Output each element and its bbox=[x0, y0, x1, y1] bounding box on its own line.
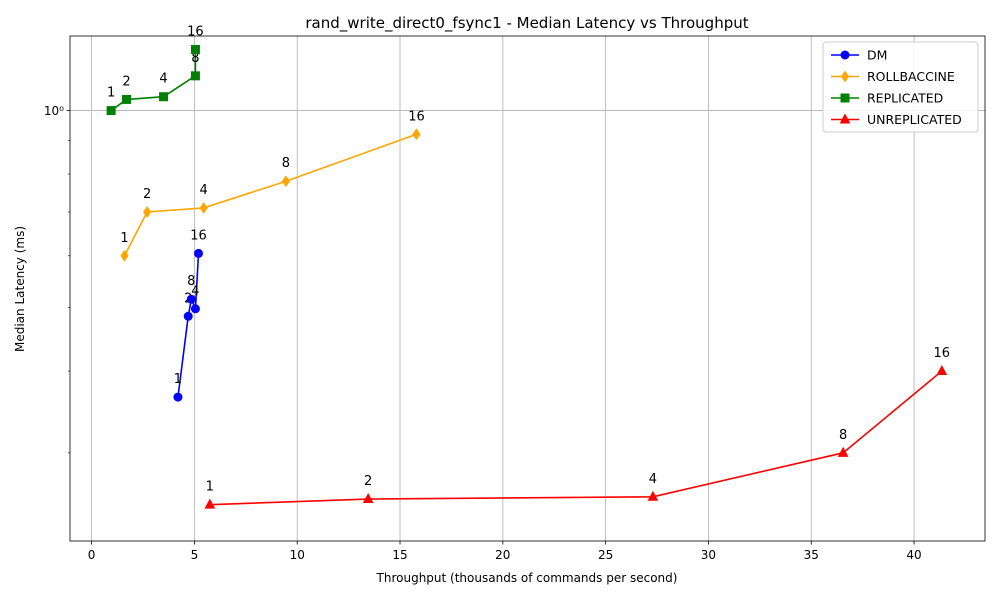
data-point-replicated bbox=[122, 94, 132, 104]
legend-label-unreplicated: UNREPLICATED bbox=[867, 112, 962, 127]
data-point-dm bbox=[183, 311, 193, 321]
data-label-unreplicated: 4 bbox=[649, 472, 657, 487]
data-label-unreplicated: 2 bbox=[364, 474, 372, 489]
x-axis-label: Throughput (thousands of commands per se… bbox=[376, 571, 678, 585]
data-point-unreplicated bbox=[936, 364, 948, 376]
data-label-rollbaccine: 1 bbox=[120, 231, 128, 246]
data-point-replicated bbox=[159, 92, 169, 102]
data-label-replicated: 16 bbox=[187, 24, 204, 39]
data-point-unreplicated bbox=[837, 446, 849, 457]
data-label-unreplicated: 16 bbox=[934, 346, 951, 361]
legend-label-rollbaccine: ROLLBACCINE bbox=[867, 69, 955, 84]
y-axis-label: Median Latency (ms) bbox=[13, 226, 27, 352]
data-point-replicated bbox=[190, 71, 200, 81]
legend: DM ROLLBACCINE REPLICATED UNREPLICATED bbox=[822, 41, 979, 133]
x-tick-label: 5 bbox=[191, 548, 199, 562]
legend-marker-rollbaccine bbox=[840, 70, 850, 83]
data-label-unreplicated: 1 bbox=[206, 480, 214, 495]
data-label-dm: 16 bbox=[190, 228, 207, 243]
x-tick-label: 0 bbox=[88, 548, 96, 562]
data-label-rollbaccine: 8 bbox=[282, 156, 290, 171]
x-tick-label: 20 bbox=[495, 548, 510, 562]
data-label-rollbaccine: 2 bbox=[143, 187, 151, 202]
data-point-unreplicated bbox=[204, 498, 216, 509]
x-tick-label: 30 bbox=[701, 548, 716, 562]
data-label-dm: 1 bbox=[174, 372, 182, 387]
data-point-replicated bbox=[190, 44, 200, 54]
data-label-dm: 4 bbox=[191, 284, 199, 299]
data-point-replicated bbox=[106, 106, 116, 116]
data-point-rollbaccine bbox=[142, 206, 152, 218]
data-label-replicated: 2 bbox=[122, 74, 130, 89]
x-tick-label: 25 bbox=[598, 548, 613, 562]
legend-label-dm: DM bbox=[867, 48, 887, 63]
data-point-dm bbox=[186, 294, 196, 304]
legend-frame bbox=[822, 41, 979, 133]
y-tick-label: 10⁰ bbox=[44, 104, 64, 118]
legend-label-replicated: REPLICATED bbox=[867, 91, 943, 106]
legend-marker-replicated bbox=[840, 93, 850, 103]
data-label-unreplicated: 8 bbox=[839, 428, 847, 443]
legend-marker-unreplicated bbox=[839, 113, 851, 124]
data-point-rollbaccine bbox=[199, 202, 208, 214]
chart-title: rand_write_direct0_fsync1 - Median Laten… bbox=[305, 14, 748, 33]
plot-frame bbox=[69, 35, 986, 542]
x-tick-label: 40 bbox=[906, 548, 921, 562]
data-point-rollbaccine bbox=[281, 175, 291, 188]
data-point-dm bbox=[194, 248, 204, 258]
data-label-replicated: 1 bbox=[107, 86, 115, 101]
data-point-rollbaccine bbox=[120, 249, 129, 262]
data-label-replicated: 8 bbox=[191, 51, 199, 66]
data-label-replicated: 4 bbox=[159, 72, 167, 87]
data-label-dm: 8 bbox=[187, 274, 195, 289]
data-point-rollbaccine bbox=[412, 128, 421, 141]
data-label-rollbaccine: 16 bbox=[408, 109, 425, 124]
data-point-unreplicated bbox=[362, 492, 374, 504]
x-tick-label: 10 bbox=[290, 548, 305, 562]
data-point-dm bbox=[190, 304, 200, 314]
data-point-unreplicated bbox=[647, 490, 659, 501]
x-tick-label: 15 bbox=[392, 548, 407, 562]
data-label-rollbaccine: 4 bbox=[200, 183, 208, 198]
x-tick-label: 35 bbox=[804, 548, 819, 562]
data-point-dm bbox=[173, 392, 183, 402]
legend-marker-dm bbox=[840, 50, 850, 60]
